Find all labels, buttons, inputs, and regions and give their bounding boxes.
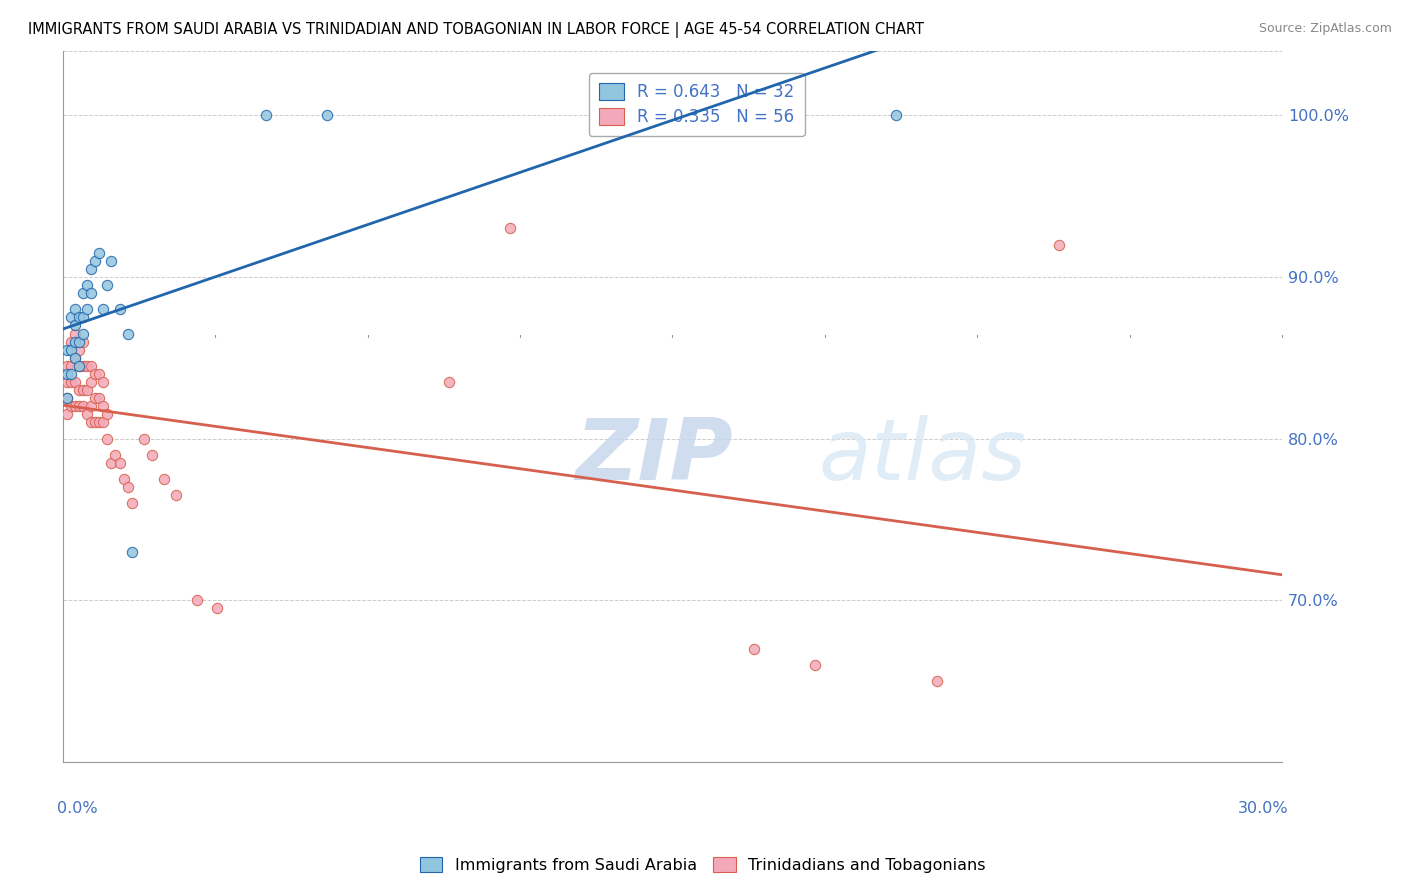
Point	[63, 351, 86, 365]
Point	[925, 673, 948, 688]
Point	[63, 399, 86, 413]
Point	[104, 448, 127, 462]
Point	[76, 302, 98, 317]
Point	[55, 375, 77, 389]
Point	[59, 399, 82, 413]
Point	[63, 326, 86, 341]
Point	[67, 334, 90, 349]
Text: 30.0%: 30.0%	[1237, 801, 1288, 816]
Point	[499, 221, 522, 235]
Point	[89, 391, 111, 405]
Point	[55, 391, 77, 405]
Point	[63, 318, 86, 333]
Point	[72, 286, 94, 301]
Point	[55, 407, 77, 421]
Text: 0.0%: 0.0%	[56, 801, 97, 816]
Point	[112, 472, 135, 486]
Point	[91, 416, 114, 430]
Point	[100, 456, 122, 470]
Point	[76, 407, 98, 421]
Point	[100, 253, 122, 268]
Point	[63, 375, 86, 389]
Point	[72, 326, 94, 341]
Point	[72, 334, 94, 349]
Point	[141, 448, 163, 462]
Point	[67, 310, 90, 325]
Point	[63, 302, 86, 317]
Point	[67, 383, 90, 397]
Point	[89, 367, 111, 381]
Point	[91, 302, 114, 317]
Point	[1047, 237, 1070, 252]
Point	[63, 351, 86, 365]
Point	[59, 334, 82, 349]
Point	[59, 359, 82, 373]
Point	[55, 367, 77, 381]
Point	[166, 488, 188, 502]
Point	[59, 310, 82, 325]
Point	[72, 399, 94, 413]
Point	[55, 359, 77, 373]
Point	[91, 375, 114, 389]
Point	[67, 399, 90, 413]
Point	[80, 286, 103, 301]
Point	[63, 334, 86, 349]
Point	[67, 359, 90, 373]
Point	[205, 601, 228, 615]
Point	[55, 391, 77, 405]
Point	[96, 278, 118, 293]
Point	[108, 456, 131, 470]
Point	[89, 245, 111, 260]
Point	[117, 326, 139, 341]
Point	[742, 641, 765, 656]
Point	[76, 359, 98, 373]
Legend: R = 0.643   N = 32, R = 0.335   N = 56: R = 0.643 N = 32, R = 0.335 N = 56	[589, 73, 804, 136]
Text: IMMIGRANTS FROM SAUDI ARABIA VS TRINIDADIAN AND TOBAGONIAN IN LABOR FORCE | AGE : IMMIGRANTS FROM SAUDI ARABIA VS TRINIDAD…	[28, 22, 924, 38]
Point	[80, 261, 103, 276]
Point	[67, 343, 90, 357]
Point	[72, 383, 94, 397]
Point	[117, 480, 139, 494]
Point	[80, 359, 103, 373]
Point	[96, 432, 118, 446]
Point	[153, 472, 176, 486]
Text: ZIP: ZIP	[575, 415, 733, 498]
Point	[84, 416, 107, 430]
Point	[186, 593, 208, 607]
Point	[84, 391, 107, 405]
Text: atlas: atlas	[818, 415, 1026, 498]
Point	[121, 544, 143, 558]
Point	[72, 310, 94, 325]
Point	[132, 432, 155, 446]
Point	[76, 278, 98, 293]
Point	[76, 383, 98, 397]
Point	[96, 407, 118, 421]
Point	[121, 496, 143, 510]
Point	[59, 343, 82, 357]
Point	[55, 343, 77, 357]
Point	[80, 416, 103, 430]
Point	[80, 375, 103, 389]
Point	[89, 416, 111, 430]
Point	[108, 302, 131, 317]
Point	[91, 399, 114, 413]
Point	[84, 367, 107, 381]
Point	[80, 399, 103, 413]
Point	[59, 367, 82, 381]
Point	[84, 253, 107, 268]
Point	[641, 108, 664, 122]
Text: Source: ZipAtlas.com: Source: ZipAtlas.com	[1258, 22, 1392, 36]
Point	[254, 108, 277, 122]
Point	[72, 359, 94, 373]
Point	[315, 108, 337, 122]
Legend: Immigrants from Saudi Arabia, Trinidadians and Tobagonians: Immigrants from Saudi Arabia, Trinidadia…	[413, 851, 993, 880]
Point	[59, 375, 82, 389]
Point	[803, 657, 825, 672]
Point	[67, 359, 90, 373]
Point	[884, 108, 907, 122]
Point	[437, 375, 460, 389]
